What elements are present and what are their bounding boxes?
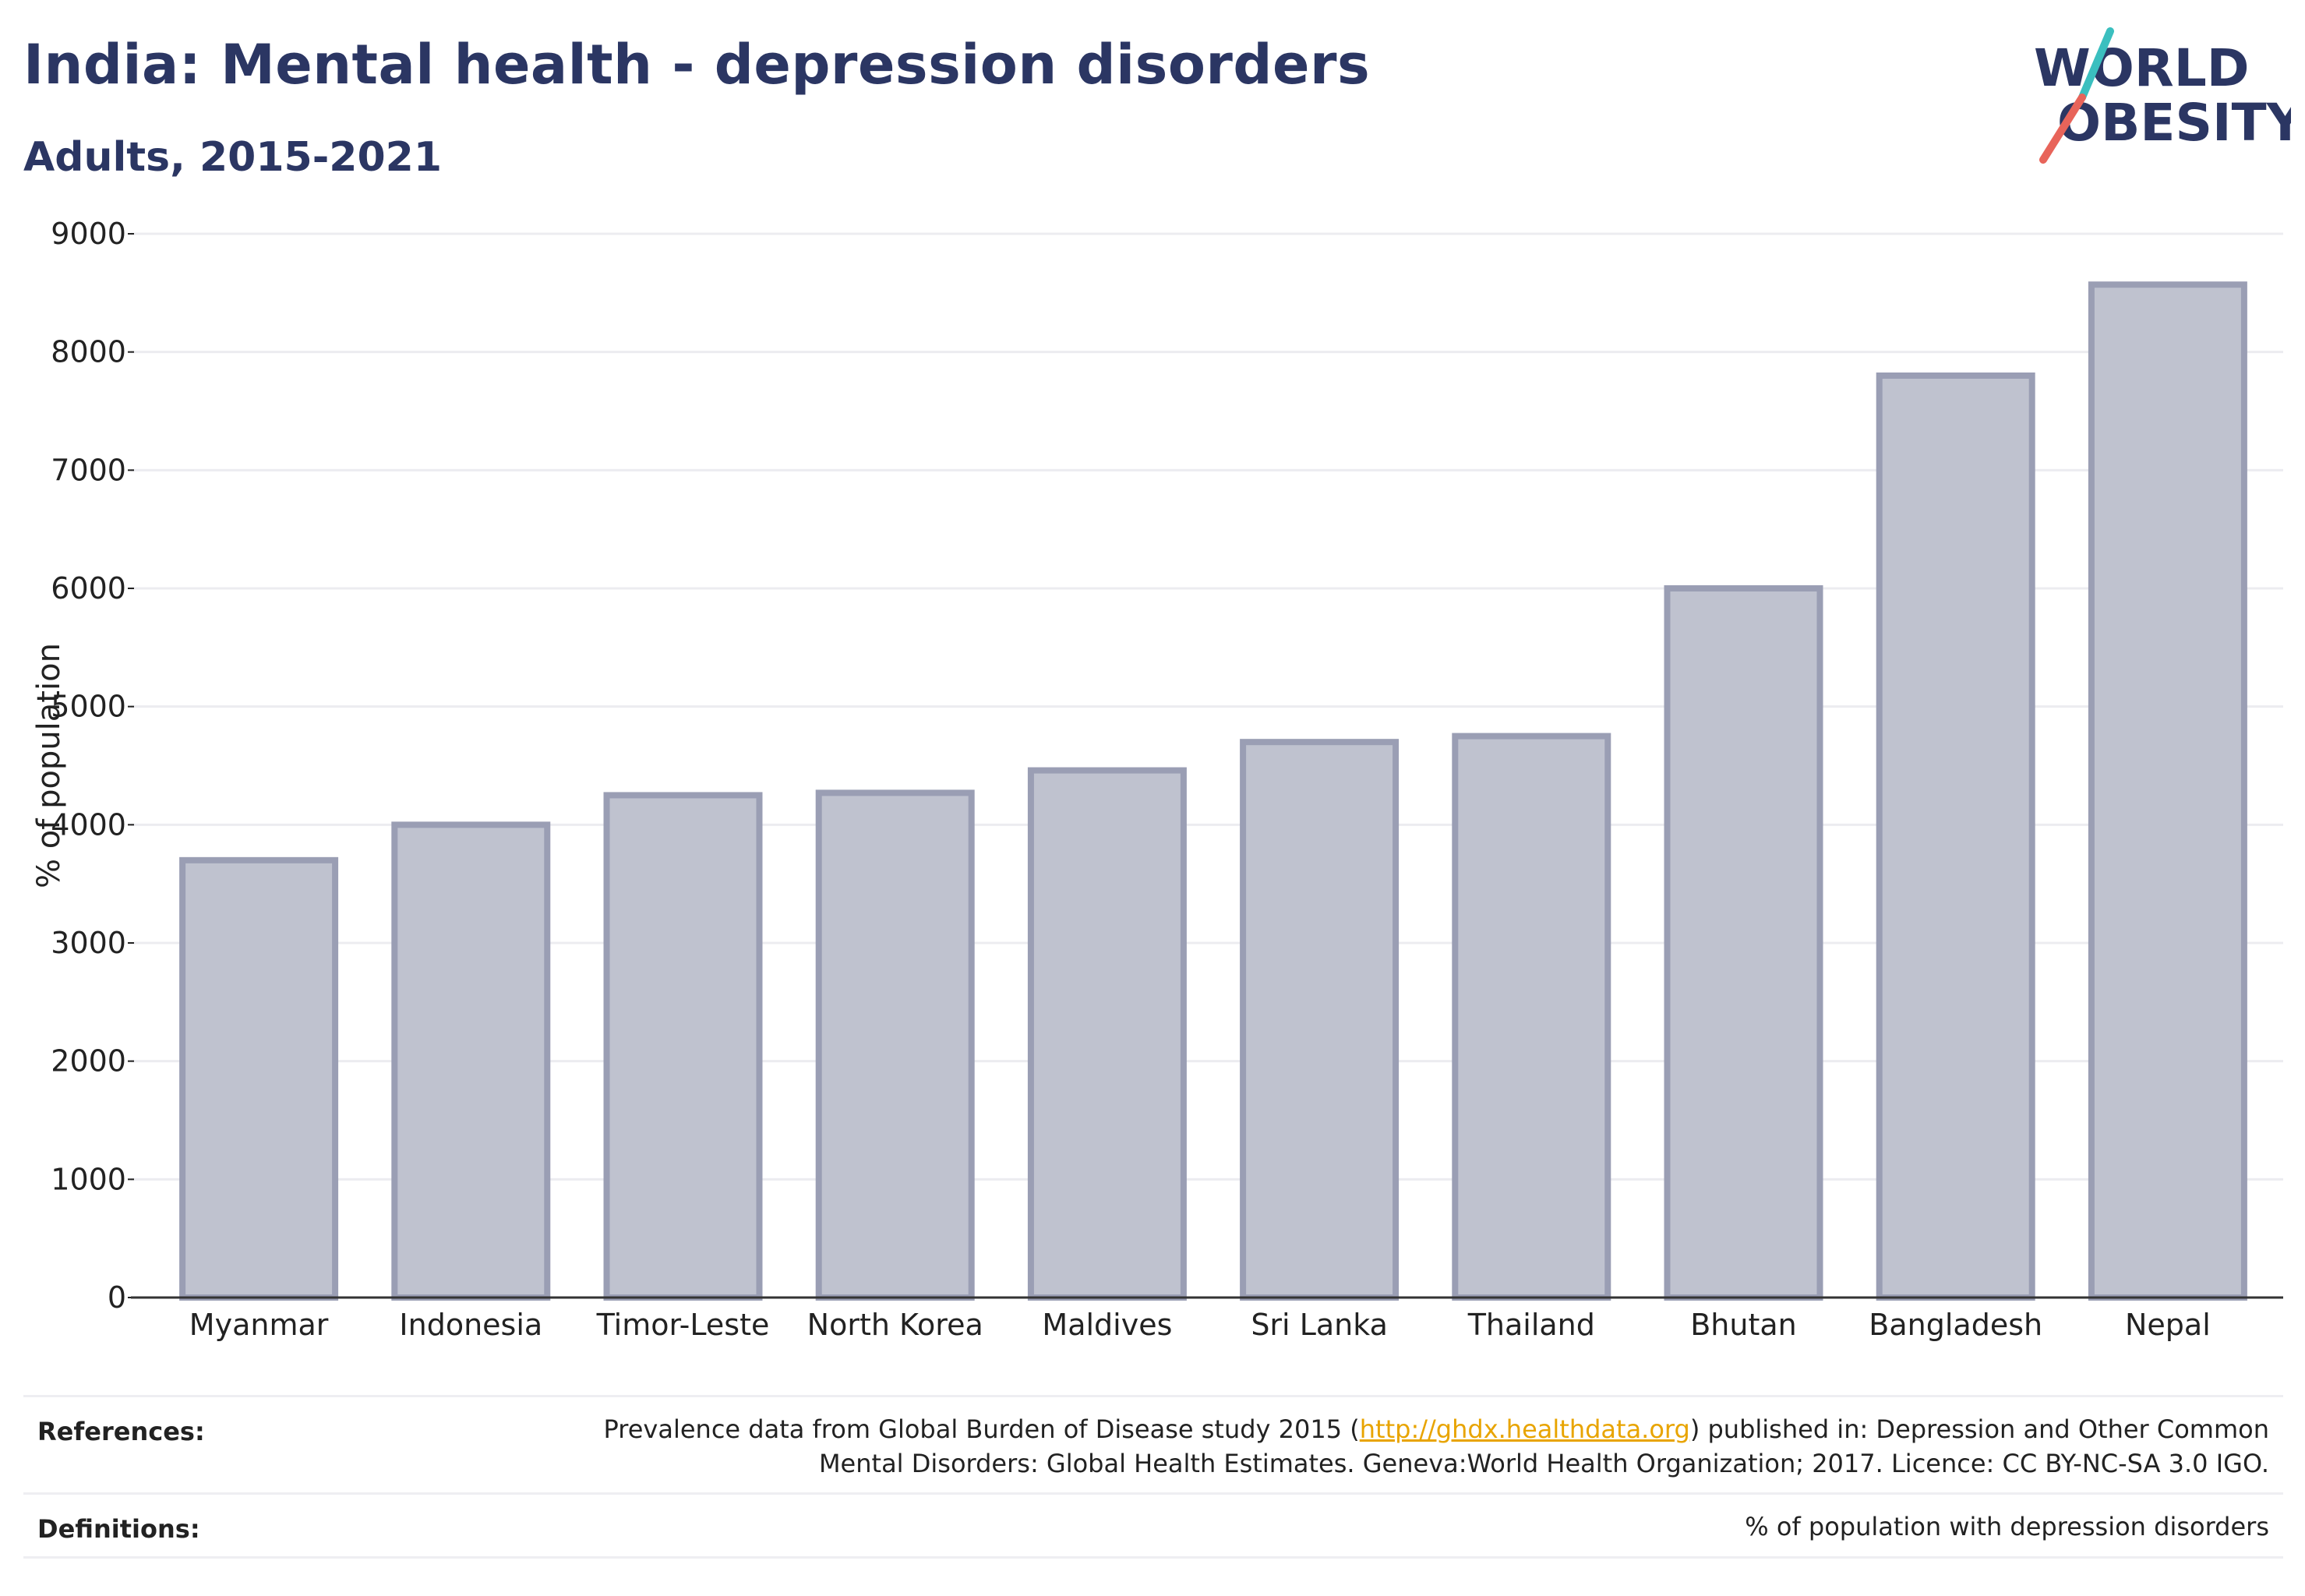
bar bbox=[1452, 733, 1611, 1301]
definitions-text: % of population with depression disorder… bbox=[1745, 1512, 2269, 1541]
references-link[interactable]: http://ghdx.healthdata.org bbox=[1359, 1414, 1690, 1444]
chart-title: India: Mental health - depression disord… bbox=[23, 33, 1371, 97]
y-tick-label: 0 bbox=[108, 1280, 126, 1315]
references-text: Prevalence data from Global Burden of Di… bbox=[604, 1412, 2269, 1481]
y-tick-label: 4000 bbox=[51, 807, 126, 842]
logo-line2: OBESITY bbox=[2057, 93, 2291, 153]
y-tick-label: 9000 bbox=[51, 217, 126, 251]
x-tick-label: Nepal bbox=[2125, 1308, 2211, 1342]
references-pre: Prevalence data from Global Burden of Di… bbox=[603, 1414, 1360, 1444]
bar bbox=[1240, 739, 1400, 1301]
references-label: References: bbox=[37, 1417, 205, 1446]
x-tick-label: Myanmar bbox=[189, 1308, 329, 1342]
bar bbox=[2088, 281, 2247, 1301]
y-tick-label: 3000 bbox=[51, 926, 126, 960]
bar bbox=[815, 789, 975, 1301]
references-post: ) published in: Depression and Other Com… bbox=[1689, 1414, 2269, 1444]
references-line2: Mental Disorders: Global Health Estimate… bbox=[818, 1449, 2269, 1478]
x-tick-label: Bangladesh bbox=[1869, 1308, 2042, 1342]
x-tick-label: Thailand bbox=[1467, 1308, 1595, 1342]
y-tick-label: 1000 bbox=[51, 1162, 126, 1196]
y-tick-label: 8000 bbox=[51, 335, 126, 369]
x-tick-label: Timor-Leste bbox=[596, 1308, 770, 1342]
bar bbox=[1876, 373, 2035, 1301]
footer-divider-mid bbox=[23, 1492, 2283, 1495]
chart-subtitle: Adults, 2015-2021 bbox=[23, 134, 443, 181]
bar bbox=[391, 821, 551, 1301]
bar bbox=[179, 856, 339, 1301]
x-tick-label: Sri Lanka bbox=[1251, 1308, 1388, 1342]
logo-slash-red bbox=[2039, 94, 2086, 164]
bar-chart: 0 1000 2000 3000 4000 5000 6000 7000 8000 9000 Mya… bbox=[31, 217, 2283, 1342]
footer-divider-top bbox=[23, 1395, 2283, 1397]
definitions-label: Definitions: bbox=[37, 1514, 200, 1544]
y-axis-title: % of population bbox=[31, 643, 67, 888]
x-tick-label: Maldives bbox=[1042, 1308, 1172, 1342]
y-tick-label: 7000 bbox=[51, 453, 126, 487]
footer-divider-bottom bbox=[23, 1556, 2283, 1559]
x-tick-label: Bhutan bbox=[1690, 1308, 1797, 1342]
bar bbox=[603, 792, 763, 1301]
y-tick-label: 2000 bbox=[51, 1044, 126, 1079]
y-tick-label: 6000 bbox=[51, 571, 126, 606]
bar bbox=[1664, 585, 1823, 1301]
x-tick-label: Indonesia bbox=[399, 1308, 542, 1342]
bar bbox=[1027, 767, 1187, 1301]
world-obesity-logo: WORLD OBESITY bbox=[2034, 27, 2291, 164]
x-tick-label: North Korea bbox=[807, 1308, 983, 1342]
definitions-row: Definitions: % of population with depres… bbox=[23, 1492, 2283, 1556]
logo-slash-teal bbox=[2078, 27, 2114, 101]
y-tick-label: 5000 bbox=[51, 690, 126, 724]
references-row: References: Prevalence data from Global … bbox=[23, 1395, 2283, 1492]
logo-line1: WORLD bbox=[2034, 38, 2250, 98]
